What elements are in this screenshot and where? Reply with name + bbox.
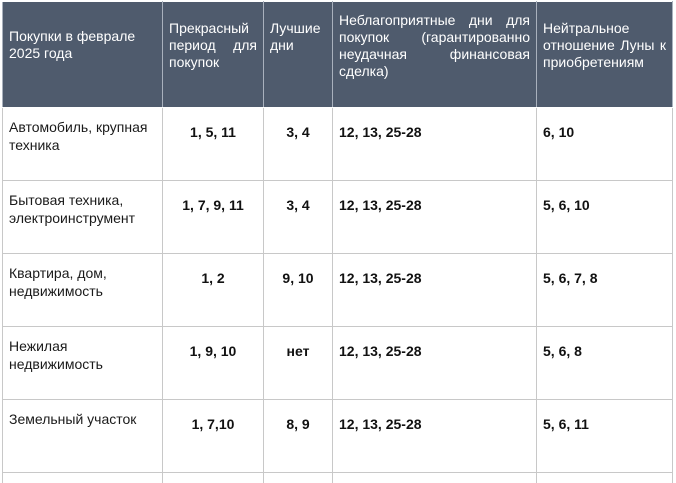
row-unfavorable-days: 12, 13, 25-28 <box>332 107 537 181</box>
row-unfavorable-days: 12, 13, 25-28 <box>332 180 537 254</box>
row-best-days: 8, 9 <box>263 399 333 473</box>
header-unfavorable-days-label: Неблагоприятные дни для покупок (гаранти… <box>339 12 530 79</box>
row-category: Квартира, дом, недвижимость <box>2 253 163 327</box>
row-unfavorable-days: 12, 13, 25-28 <box>332 326 537 400</box>
row-best-days: 3, 4 <box>263 107 333 181</box>
row-unfavorable-days: 12, 13, 25-28 <box>332 399 537 473</box>
row-neutral-days: 6, 10 <box>536 107 673 181</box>
header-row: Покупки в феврале 2025 года Прекрасный п… <box>2 1 673 108</box>
row-neutral-days: 5, 6, 8 <box>536 326 673 400</box>
table-row: Автомобиль, крупная техника 1, 5, 11 3, … <box>2 107 673 181</box>
cutoff-cell <box>162 472 264 483</box>
header-excellent-period: Прекрасный период для покупок <box>162 1 264 108</box>
header-purchases-label: Покупки в феврале 2025 года <box>9 28 136 61</box>
row-neutral-days: 5, 6, 7, 8 <box>536 253 673 327</box>
cutoff-cell <box>263 472 333 483</box>
header-purchases: Покупки в феврале 2025 года <box>2 1 163 108</box>
table-row: Земельный участок 1, 7,10 8, 9 12, 13, 2… <box>2 399 673 473</box>
row-best-days: нет <box>263 326 333 400</box>
row-excellent-days: 1, 2 <box>162 253 264 327</box>
row-unfavorable-days: 12, 13, 25-28 <box>332 253 537 327</box>
header-excellent-period-label: Прекрасный период для покупок <box>169 20 257 70</box>
table-row: Бытовая техника, электроинструмент 1, 7,… <box>2 180 673 254</box>
row-neutral-days: 5, 6, 10 <box>536 180 673 254</box>
cutoff-cell <box>536 472 673 483</box>
row-excellent-days: 1, 5, 11 <box>162 107 264 181</box>
row-category: Автомобиль, крупная техника <box>2 107 163 181</box>
table-row: Квартира, дом, недвижимость 1, 2 9, 10 1… <box>2 253 673 327</box>
header-best-days: Лучшие дни <box>263 1 333 108</box>
row-excellent-days: 1, 7,10 <box>162 399 264 473</box>
table-body: Автомобиль, крупная техника 1, 5, 11 3, … <box>2 107 673 483</box>
row-excellent-days: 1, 7, 9, 11 <box>162 180 264 254</box>
row-best-days: 3, 4 <box>263 180 333 254</box>
cutoff-cell <box>2 472 163 483</box>
header-neutral-moon: Нейтральное отношение Луны к приобретени… <box>536 1 673 108</box>
row-category: Бытовая техника, электроинструмент <box>2 180 163 254</box>
table-row: Нежилая недвижимость 1, 9, 10 нет 12, 13… <box>2 326 673 400</box>
cutoff-cell <box>332 472 537 483</box>
row-excellent-days: 1, 9, 10 <box>162 326 264 400</box>
row-category: Земельный участок <box>2 399 163 473</box>
row-best-days: 9, 10 <box>263 253 333 327</box>
header-neutral-moon-label: Нейтральное отношение Луны к приобретени… <box>543 20 666 70</box>
header-unfavorable-days: Неблагоприятные дни для покупок (гаранти… <box>332 1 537 108</box>
header-best-days-label: Лучшие дни <box>270 20 321 53</box>
row-neutral-days: 5, 6, 11 <box>536 399 673 473</box>
row-category: Нежилая недвижимость <box>2 326 163 400</box>
table-row-cutoff <box>2 472 673 483</box>
table-header: Покупки в феврале 2025 года Прекрасный п… <box>2 1 673 108</box>
